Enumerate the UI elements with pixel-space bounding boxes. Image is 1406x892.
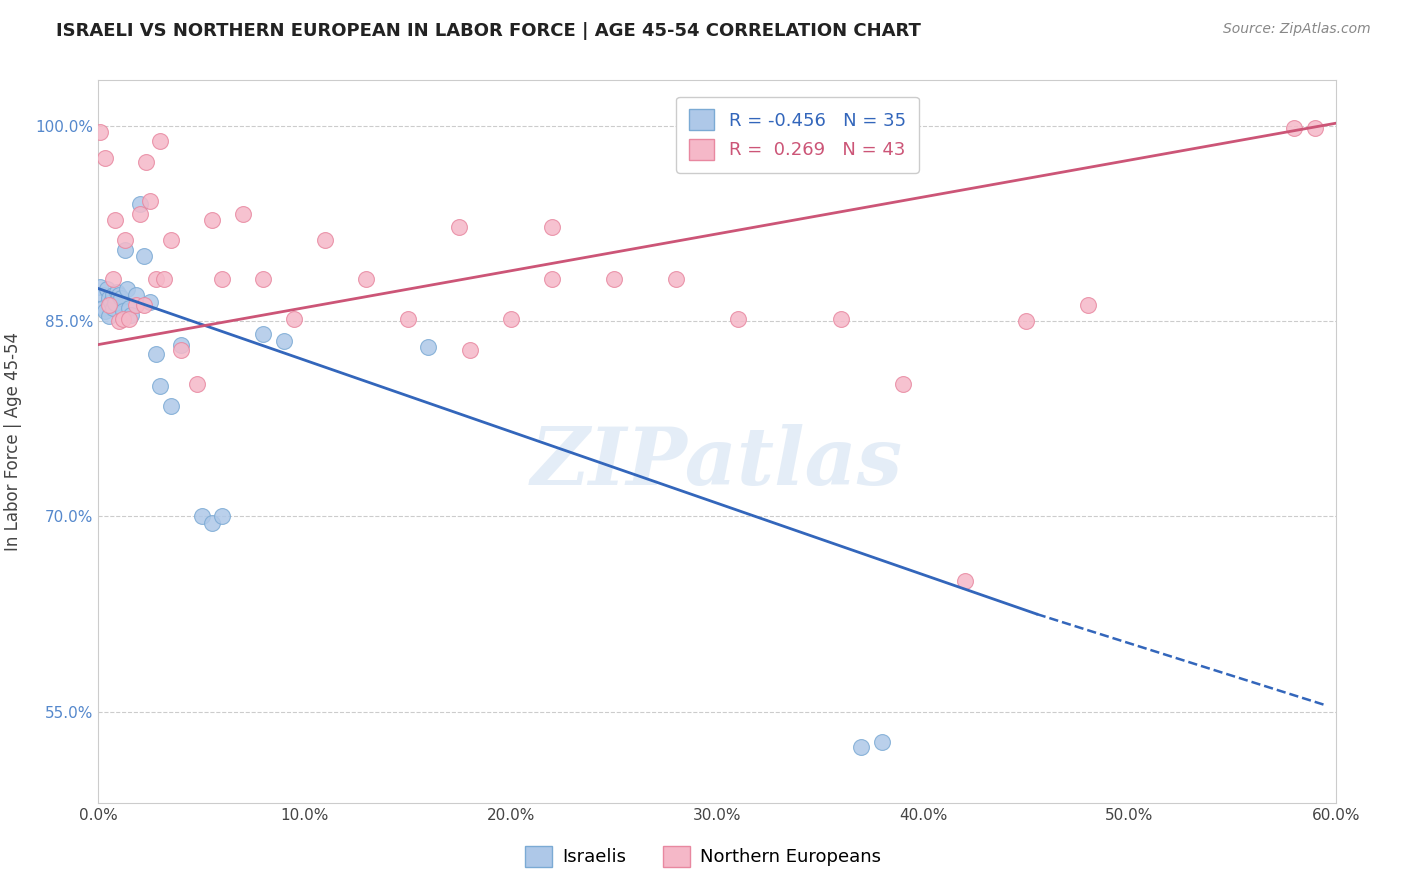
Point [112, 311, 135, 326]
Point [89, 125, 111, 139]
Point [201, 516, 224, 530]
Point [101, 288, 124, 302]
Point [201, 212, 224, 227]
Legend: R = -0.456   N = 35, R =  0.269   N = 43: R = -0.456 N = 35, R = 0.269 N = 43 [676, 96, 918, 172]
Point [135, 155, 157, 169]
Point [128, 207, 150, 221]
Point [96, 282, 118, 296]
Point [101, 272, 124, 286]
Point [145, 346, 167, 360]
Point [124, 298, 146, 312]
Point [104, 212, 127, 227]
Text: ISRAELI VS NORTHERN EUROPEAN IN LABOR FORCE | AGE 45-54 CORRELATION CHART: ISRAELI VS NORTHERN EUROPEAN IN LABOR FO… [56, 22, 921, 40]
Text: Source: ZipAtlas.com: Source: ZipAtlas.com [1223, 22, 1371, 37]
Text: ZIPatlas: ZIPatlas [531, 425, 903, 502]
Point [108, 314, 131, 328]
Point [186, 376, 208, 391]
Legend: Israelis, Northern Europeans: Israelis, Northern Europeans [517, 838, 889, 874]
Point [1015, 314, 1038, 328]
Point [89, 280, 111, 294]
Point [211, 509, 233, 524]
Point [114, 243, 136, 257]
Point [118, 311, 141, 326]
Point [830, 311, 852, 326]
Point [252, 272, 274, 286]
Point [117, 282, 139, 296]
Point [851, 739, 873, 754]
Point [114, 234, 136, 248]
Point [418, 340, 440, 354]
Point [1284, 121, 1306, 136]
Point [97, 291, 120, 305]
Point [727, 311, 749, 326]
Point [149, 135, 172, 149]
Point [91, 288, 114, 302]
Point [149, 379, 172, 393]
Point [145, 272, 167, 286]
Point [128, 197, 150, 211]
Point [170, 337, 193, 351]
Point [211, 272, 233, 286]
Point [541, 220, 564, 235]
Point [153, 272, 176, 286]
Point [252, 327, 274, 342]
Point [110, 291, 132, 305]
Point [665, 272, 688, 286]
Point [93, 152, 115, 166]
Point [870, 734, 893, 748]
Point [132, 298, 155, 312]
Point [283, 311, 305, 326]
Point [190, 509, 212, 524]
Point [891, 376, 914, 391]
Point [499, 311, 522, 326]
Point [541, 272, 564, 286]
Point [953, 574, 976, 589]
Point [101, 301, 124, 315]
Point [100, 294, 122, 309]
Point [97, 298, 120, 312]
Point [124, 288, 146, 302]
Point [356, 272, 378, 286]
Point [170, 343, 193, 357]
Point [159, 399, 181, 413]
Point [232, 207, 254, 221]
Y-axis label: In Labor Force | Age 45-54: In Labor Force | Age 45-54 [4, 332, 21, 551]
Point [159, 234, 181, 248]
Point [112, 303, 135, 318]
Point [603, 272, 626, 286]
Point [449, 220, 471, 235]
Point [104, 296, 127, 310]
Point [108, 288, 131, 302]
Point [458, 343, 481, 357]
Point [120, 308, 142, 322]
Point [105, 285, 128, 300]
Point [93, 303, 115, 318]
Point [139, 294, 162, 309]
Point [396, 311, 419, 326]
Point [1077, 298, 1099, 312]
Point [97, 309, 120, 323]
Point [314, 234, 336, 248]
Point [139, 194, 162, 209]
Point [273, 334, 295, 348]
Point [132, 249, 155, 263]
Point [91, 301, 114, 315]
Point [118, 301, 141, 315]
Point [1303, 121, 1326, 136]
